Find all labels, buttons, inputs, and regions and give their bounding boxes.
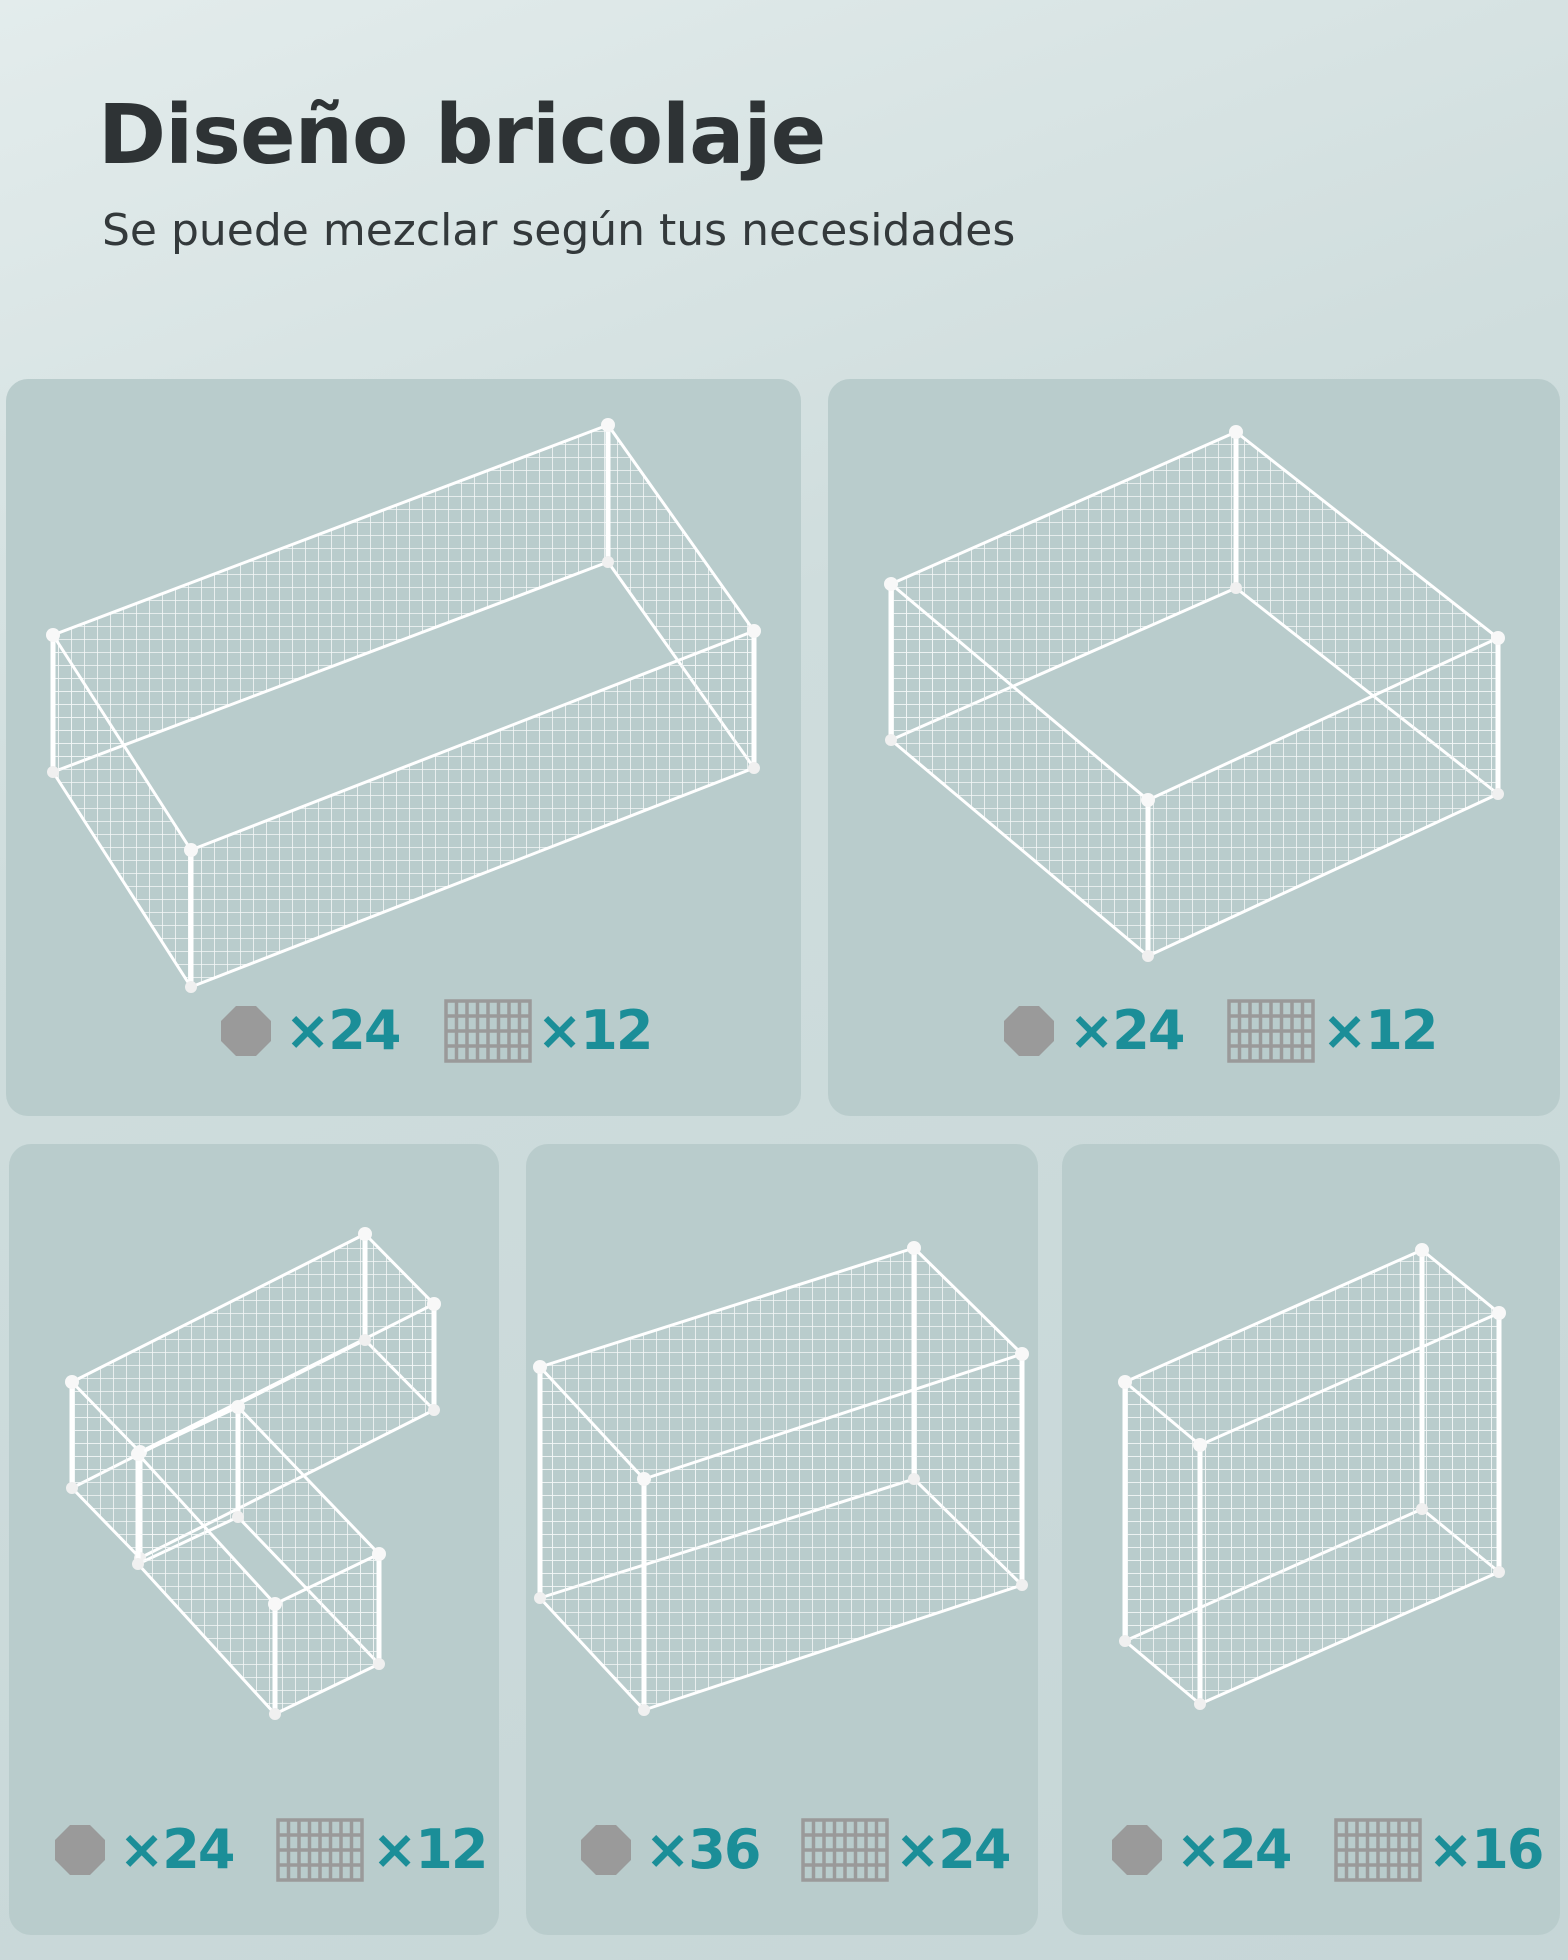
layout-card: ×36 ×24	[526, 1144, 1038, 1935]
connector	[885, 734, 897, 746]
connector	[358, 1227, 372, 1241]
pen-illustration	[46, 418, 761, 993]
connector	[1119, 1635, 1131, 1647]
connector	[1229, 425, 1243, 439]
octagon	[581, 1825, 631, 1875]
connector	[269, 1708, 281, 1720]
connector	[602, 556, 614, 568]
connector-icon	[221, 1006, 271, 1056]
connector-count: ×24	[1069, 999, 1185, 1062]
connector-icon	[1112, 1825, 1162, 1875]
connector	[132, 1558, 144, 1570]
connector	[1194, 1698, 1206, 1710]
grid-shape	[444, 999, 532, 1063]
connector	[1142, 950, 1154, 962]
connector-icon	[55, 1825, 105, 1875]
connector-count: ×24	[285, 999, 401, 1062]
pen-illustration	[884, 425, 1505, 962]
grid-shape	[1227, 999, 1315, 1063]
connector	[66, 1482, 78, 1494]
connector	[533, 1360, 547, 1374]
grid-icon	[276, 1818, 364, 1882]
subtitle: Se puede mezclar según tus necesidades	[102, 205, 1016, 256]
connector	[231, 1400, 245, 1414]
grid-shape	[801, 1818, 889, 1882]
grid-shape	[276, 1818, 364, 1882]
connector	[47, 766, 59, 778]
grid-count: ×16	[1428, 1818, 1544, 1881]
connector	[46, 628, 60, 642]
connector-count: ×36	[645, 1818, 761, 1881]
connector	[884, 577, 898, 591]
connector	[637, 1472, 651, 1486]
connector-icon	[1004, 1006, 1054, 1056]
fence-wall	[1146, 636, 1500, 958]
connector	[1492, 788, 1504, 800]
grid-icon	[1227, 999, 1315, 1063]
connector	[372, 1547, 386, 1561]
pen-illustration	[65, 1227, 441, 1720]
layout-card: ×24 ×12	[9, 1144, 499, 1935]
connector	[1230, 582, 1242, 594]
grid-count: ×12	[1322, 999, 1438, 1062]
connector	[601, 418, 615, 432]
octagon	[1112, 1825, 1162, 1875]
fence-wall	[273, 1552, 381, 1716]
connector	[1015, 1347, 1029, 1361]
connector	[1016, 1579, 1028, 1591]
connector	[638, 1704, 650, 1716]
connector	[748, 762, 760, 774]
connector-icon	[581, 1825, 631, 1875]
connector	[1415, 1243, 1429, 1257]
connector	[1491, 631, 1505, 645]
connector	[185, 981, 197, 993]
title: Diseño bricolaje	[98, 88, 826, 183]
grid-count: ×12	[372, 1818, 488, 1881]
grid-count: ×12	[537, 999, 653, 1062]
connector	[184, 843, 198, 857]
pen-illustration	[1118, 1243, 1506, 1710]
connector	[1118, 1375, 1132, 1389]
connector	[428, 1404, 440, 1416]
connector	[65, 1375, 79, 1389]
grid-icon	[444, 999, 532, 1063]
connector	[1193, 1438, 1207, 1452]
connector	[268, 1597, 282, 1611]
connector	[1141, 793, 1155, 807]
connector	[907, 1241, 921, 1255]
connector	[373, 1658, 385, 1670]
connector	[359, 1334, 371, 1346]
connector	[534, 1592, 546, 1604]
connector-count: ×24	[1176, 1818, 1292, 1881]
grid-count: ×24	[895, 1818, 1011, 1881]
layout-card: ×24 ×16	[1062, 1144, 1560, 1935]
layout-card: ×24 ×12	[6, 379, 801, 1116]
connector	[1493, 1566, 1505, 1578]
connector	[908, 1473, 920, 1485]
connector	[131, 1447, 145, 1461]
connector	[232, 1511, 244, 1523]
octagon	[55, 1825, 105, 1875]
pen-illustration	[533, 1241, 1029, 1716]
connector	[1416, 1503, 1428, 1515]
octagon	[1004, 1006, 1054, 1056]
connector	[747, 624, 761, 638]
connector	[1492, 1306, 1506, 1320]
grid-icon	[1334, 1818, 1422, 1882]
grid-icon	[801, 1818, 889, 1882]
connector	[427, 1297, 441, 1311]
connector-count: ×24	[119, 1818, 235, 1881]
layout-card: ×24 ×12	[828, 379, 1560, 1116]
octagon	[221, 1006, 271, 1056]
grid-shape	[1334, 1818, 1422, 1882]
